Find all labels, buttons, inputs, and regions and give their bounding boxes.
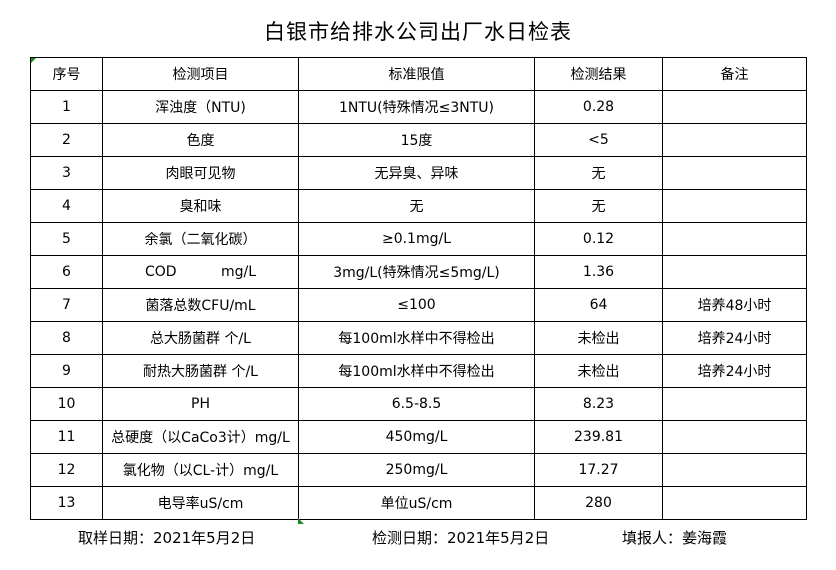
cell-limit: 15度	[298, 123, 535, 157]
cell-item: 总大肠菌群 个/L	[102, 321, 299, 355]
cell-note: 培养24小时	[662, 354, 807, 388]
cell-note	[662, 255, 807, 289]
cell-result: 1.36	[534, 255, 663, 289]
cell-note	[662, 387, 807, 421]
header-index: 序号	[30, 57, 103, 91]
cell-index: 9	[30, 354, 103, 388]
cell-limit: 每100ml水样中不得检出	[298, 321, 535, 355]
cell-note	[662, 222, 807, 256]
cell-item: 总硬度（以CaCo3计）mg/L	[102, 420, 299, 454]
cell-result: 未检出	[534, 354, 663, 388]
cell-result: 0.12	[534, 222, 663, 256]
cell-index: 12	[30, 453, 103, 487]
cell-limit: 每100ml水样中不得检出	[298, 354, 535, 388]
cell-result: <5	[534, 123, 663, 157]
header-item: 检测项目	[102, 57, 299, 91]
cell-item: PH	[102, 387, 299, 421]
table-row: 7 菌落总数CFU/mL ≤100 64 培养48小时	[30, 288, 807, 322]
cell-note	[662, 90, 807, 124]
cell-note: 培养48小时	[662, 288, 807, 322]
cell-item: 耐热大肠菌群 个/L	[102, 354, 299, 388]
cell-item: 肉眼可见物	[102, 156, 299, 190]
table-row: 10 PH 6.5-8.5 8.23	[30, 387, 807, 421]
inspection-table: 序号 检测项目 标准限值 检测结果 备注 1 浑浊度（NTU) 1NTU(特殊情况≤…	[30, 57, 807, 520]
cell-index: 1	[30, 90, 103, 124]
page-title: 白银市给排水公司出厂水日检表	[264, 20, 572, 44]
cell-item: 浑浊度（NTU)	[102, 90, 299, 124]
cell-item: 色度	[102, 123, 299, 157]
table-header-row: 序号 检测项目 标准限值 检测结果 备注	[30, 57, 807, 91]
cell-result: 17.27	[534, 453, 663, 487]
cell-index: 2	[30, 123, 103, 157]
cell-note	[662, 123, 807, 157]
cell-result: 无	[534, 156, 663, 190]
cell-index: 4	[30, 189, 103, 223]
cell-index: 6	[30, 255, 103, 289]
cell-item: 电导率uS/cm	[102, 486, 299, 520]
table-row: 4 臭和味无无	[30, 189, 807, 223]
cell-limit: 450mg/L	[298, 420, 535, 454]
cell-result: 280	[534, 486, 663, 520]
table-row: 13 电导率uS/cm 单位uS/cm 280	[30, 486, 807, 520]
cell-result: 未检出	[534, 321, 663, 355]
cell-item: 氯化物（以CL-计）mg/L	[102, 453, 299, 487]
cell-item: 余氯（二氧化碳）	[102, 222, 299, 256]
cell-item: COD mg/L	[102, 255, 299, 289]
cell-limit: 无异臭、异味	[298, 156, 535, 190]
sampling-date: 取样日期：2021年5月2日	[78, 529, 256, 547]
cell-result: 0.28	[534, 90, 663, 124]
cell-index: 13	[30, 486, 103, 520]
cell-index: 7	[30, 288, 103, 322]
cell-result: 8.23	[534, 387, 663, 421]
cell-limit: 6.5-8.5	[298, 387, 535, 421]
cell-index: 8	[30, 321, 103, 355]
cell-index: 11	[30, 420, 103, 454]
cell-index: 10	[30, 387, 103, 421]
cell-limit: 3mg/L(特殊情况≤5mg/L)	[298, 255, 535, 289]
cell-note: 培养24小时	[662, 321, 807, 355]
table-row: 3 肉眼可见物 无异臭、异味无	[30, 156, 807, 190]
table-row: 11 总硬度（以CaCo3计）mg/L 450mg/L 239.81	[30, 420, 807, 454]
cell-result: 无	[534, 189, 663, 223]
table-row: 6 COD mg/L 3mg/L(特殊情况≤5mg/L) 1.36	[30, 255, 807, 289]
cell-limit: ≥0.1mg/L	[298, 222, 535, 256]
cell-item: 臭和味	[102, 189, 299, 223]
cell-result: 239.81	[534, 420, 663, 454]
cell-limit: 250mg/L	[298, 453, 535, 487]
cell-note	[662, 420, 807, 454]
cell-index: 5	[30, 222, 103, 256]
table-row: 2 色度 15度 <5	[30, 123, 807, 157]
cell-note	[662, 156, 807, 190]
cell-note	[662, 189, 807, 223]
table-row: 8 总大肠菌群 个/L 每100ml水样中不得检出 未检出 培养24小时	[30, 321, 807, 355]
cell-item: 菌落总数CFU/mL	[102, 288, 299, 322]
reporter: 填报人：姜海霞	[622, 529, 728, 547]
header-result: 检测结果	[534, 57, 663, 91]
cell-result: 64	[534, 288, 663, 322]
cell-corner-marker	[298, 518, 304, 524]
header-note: 备注	[662, 57, 807, 91]
table-row: 9 耐热大肠菌群 个/L 每100ml水样中不得检出 未检出 培养24小时	[30, 354, 807, 388]
cell-limit: 1NTU(特殊情况≤3NTU)	[298, 90, 535, 124]
header-limit: 标准限值	[298, 57, 535, 91]
table-row: 5 余氯（二氧化碳） ≥0.1mg/L 0.12	[30, 222, 807, 256]
cell-note	[662, 453, 807, 487]
cell-index: 3	[30, 156, 103, 190]
cell-limit: 单位uS/cm	[298, 486, 535, 520]
table-row: 12 氯化物（以CL-计）mg/L 250mg/L 17.27	[30, 453, 807, 487]
cell-note	[662, 486, 807, 520]
cell-limit: 无	[298, 189, 535, 223]
test-date: 检测日期：2021年5月2日	[372, 529, 550, 547]
table-row: 1 浑浊度（NTU) 1NTU(特殊情况≤3NTU) 0.28	[30, 90, 807, 124]
cell-limit: ≤100	[298, 288, 535, 322]
